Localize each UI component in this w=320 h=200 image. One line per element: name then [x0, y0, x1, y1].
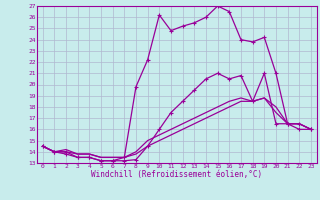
X-axis label: Windchill (Refroidissement éolien,°C): Windchill (Refroidissement éolien,°C)	[91, 170, 262, 179]
